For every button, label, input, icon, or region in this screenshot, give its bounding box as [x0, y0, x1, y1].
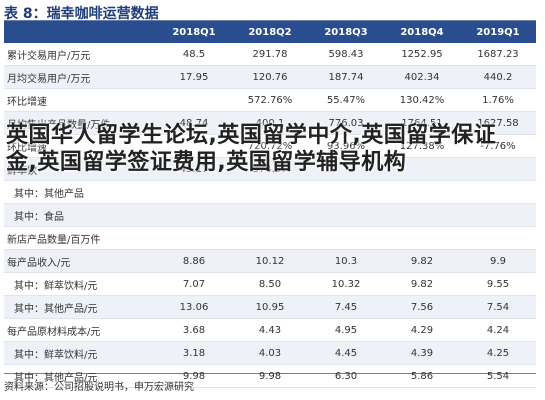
table-cell: 400.1 [255, 117, 285, 129]
table-cell: 9.82 [410, 255, 434, 267]
row-label: 其中：其他产品 [14, 188, 84, 200]
table-cell: 17.95 [179, 71, 209, 83]
source-footer: 资料来源：公司招股说明书，申万宏源研究 [4, 382, 194, 393]
table-row: 其中：其他产品/元 13.06 10.95 7.45 7.56 7.54 [4, 296, 536, 319]
row-label: 其中：其他产品/元 [14, 372, 98, 384]
table-cell: 8.86 [182, 255, 206, 267]
table-row: 其中：食品 [4, 204, 536, 227]
table-cell: 7.54 [486, 301, 510, 313]
page-title: 表 8：瑞幸咖啡运营数据 [4, 6, 159, 22]
table-cell: 55.47% [326, 94, 366, 106]
row-label: 每产品收入/元 [7, 257, 71, 269]
table-cell: 1627.58 [477, 117, 519, 129]
table-row: 鲜萃饮 45.17 374.37 [4, 158, 536, 181]
row-label: 每产品原材料成本/元 [7, 326, 101, 338]
table-row: 每产品原材料成本/元 3.68 4.43 4.95 4.29 4.24 [4, 319, 536, 342]
table-cell: 9.82 [410, 278, 434, 290]
table-cell: 9.98 [182, 370, 206, 382]
row-label: 其中：其他产品/元 [14, 303, 98, 315]
header-cell: 2019Q1 [476, 26, 520, 38]
table-row: 累计交易用户/万元 48.5 291.78 598.43 1252.95 1687.23 [4, 43, 536, 66]
row-label: 其中：鲜萃饮料/元 [14, 280, 98, 292]
table-cell: 4.39 [410, 347, 434, 359]
table-row: 其中：其他产品/元 9.98 9.98 6.30 5.86 5.54 [4, 365, 536, 388]
table-cell: 13.06 [179, 301, 209, 313]
table-cell: 120.76 [252, 71, 288, 83]
table-cell: 1764.51 [401, 117, 443, 129]
table-cell: 10.32 [331, 278, 361, 290]
table-cell: 7.45 [334, 301, 358, 313]
table-cell: 374.37 [252, 163, 288, 175]
table-cell: 7.07 [182, 278, 206, 290]
header-cell: 2018Q2 [248, 26, 292, 38]
table-cell: 48.5 [182, 48, 206, 60]
header-cell: 2018Q1 [172, 26, 216, 38]
table-row: 新店产品数量/百万件 [4, 227, 536, 250]
data-table: 2018Q1 2018Q2 2018Q3 2018Q4 2019Q1 累计交易用… [4, 20, 536, 388]
table-cell: 4.24 [486, 324, 510, 336]
table-cell: 6.30 [334, 370, 358, 382]
table-row: 环比增速 572.76% 55.47% 130.42% 1.76% [4, 89, 536, 112]
table-cell: 8.50 [258, 278, 282, 290]
table-cell: 5.86 [410, 370, 434, 382]
table-cell: 10.3 [334, 255, 358, 267]
table-cell: 4.03 [258, 347, 282, 359]
table-cell: 598.43 [328, 48, 364, 60]
header-cell: 2018Q4 [400, 26, 444, 38]
table-cell: 9.9 [490, 255, 506, 267]
row-label: 新店产品数量/百万件 [7, 234, 101, 246]
table-row: 其中：鲜萃饮料/元 7.07 8.50 10.32 9.82 9.55 [4, 273, 536, 296]
table-cell: 4.29 [410, 324, 434, 336]
table-cell: 187.74 [328, 71, 364, 83]
table-cell: 440.2 [483, 71, 513, 83]
row-label: 累计交易用户/万元 [7, 50, 91, 62]
row-label: 环比增速 [7, 142, 47, 154]
table-cell: 9.55 [486, 278, 510, 290]
table-row: 月均交易用户/万元 17.95 120.76 187.74 402.34 440.2 [4, 66, 536, 89]
table-header-row: 2018Q1 2018Q2 2018Q3 2018Q4 2019Q1 [4, 21, 536, 43]
table-cell: 572.76% [247, 94, 293, 106]
table-cell: 7.56 [410, 301, 434, 313]
table-cell: 720.72% [247, 140, 293, 152]
table-cell: 127.38% [399, 140, 445, 152]
overlay-watermark-text: 英国华人留学生论坛,英国留学中介,英国留学保证金,英国留学签证费用,英国留学辅导… [6, 123, 497, 175]
table-cell: 402.34 [404, 71, 440, 83]
row-label: 月均交易用户/万元 [7, 73, 91, 85]
table-cell: 776.03 [328, 117, 364, 129]
row-label: 鲜萃饮 [7, 165, 37, 177]
table-row: 其中：其他产品 [4, 181, 536, 204]
table-cell: 10.12 [255, 255, 285, 267]
table-cell: 130.42% [399, 94, 445, 106]
table-cell: 4.95 [334, 324, 358, 336]
row-label: 其中：鲜萃饮料/元 [14, 349, 98, 361]
table-cell: 45.17 [179, 163, 209, 175]
table-row: 月均售出产品数量/万件 48.74 400.1 776.03 1764.51 1627.5… [4, 112, 536, 135]
table-cell: 4.45 [334, 347, 358, 359]
table-cell: 10.95 [255, 301, 285, 313]
table-cell: 4.43 [258, 324, 282, 336]
header-cell: 2018Q3 [324, 26, 368, 38]
row-label: 环比增速 [7, 96, 47, 108]
table-row: 其中：鲜萃饮料/元 3.18 4.03 4.45 4.39 4.25 [4, 342, 536, 365]
table-cell: 93.96% [326, 140, 366, 152]
table-cell: 1.76% [482, 94, 514, 106]
table-cell: -7.76% [480, 140, 516, 152]
table-cell: 9.98 [258, 370, 282, 382]
table-cell: 3.68 [182, 324, 206, 336]
table-cell: 1252.95 [401, 48, 443, 60]
table-cell: 4.25 [486, 347, 510, 359]
table-cell: 5.54 [486, 370, 510, 382]
table-row: 环比增速 720.72% 93.96% 127.38% -7.76% [4, 135, 536, 158]
row-label: 月均售出产品数量/万件 [7, 119, 111, 131]
table-cell: 1687.23 [477, 48, 519, 60]
table-cell: 291.78 [252, 48, 288, 60]
row-label: 其中：食品 [14, 211, 64, 223]
table-row: 每产品收入/元 8.86 10.12 10.3 9.82 9.9 [4, 250, 536, 273]
table-cell: 48.74 [179, 117, 209, 129]
table-cell: 3.18 [182, 347, 206, 359]
